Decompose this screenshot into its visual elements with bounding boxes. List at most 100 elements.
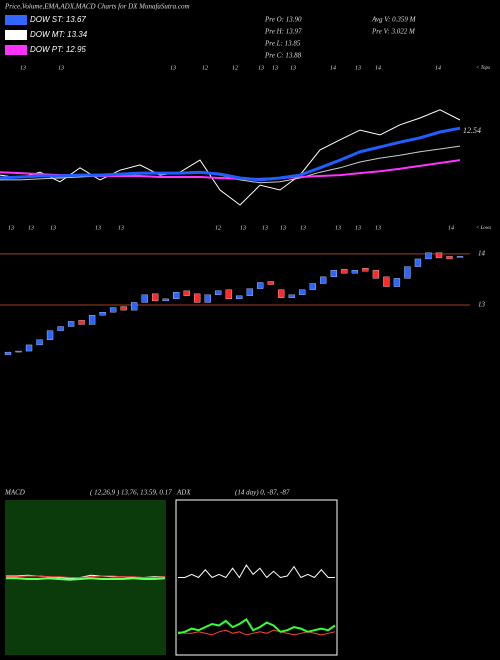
candle (456, 256, 464, 258)
candle (194, 293, 201, 303)
candle (414, 258, 422, 267)
legend-swatch (5, 45, 27, 55)
candle (162, 298, 169, 302)
series-line (6, 575, 166, 578)
series-line (0, 109, 461, 206)
date-label: 12 (215, 225, 221, 231)
candle (109, 307, 117, 313)
volume-label: Avg V: 0.359 M (371, 16, 417, 24)
candle (36, 339, 43, 346)
date-label: 13 (280, 225, 286, 231)
date-label: 13 (50, 225, 56, 231)
date-label: 13 (290, 65, 296, 71)
candle (299, 289, 306, 295)
y-tick-label: 13 (478, 301, 486, 309)
adx-frame (175, 499, 338, 656)
y-tick-label: 14 (478, 249, 486, 257)
date-label: 12 (202, 65, 208, 71)
date-label: 13 (335, 225, 341, 231)
candle (267, 281, 274, 285)
series-line (6, 577, 166, 581)
series-line (0, 126, 461, 182)
date-label: 14 (435, 64, 441, 71)
legend-swatch (5, 15, 27, 25)
volume-label: Pre V: 3.022 M (371, 28, 416, 36)
prev-label: Pre O: 13.90 (264, 16, 302, 24)
date-label: 13 (58, 65, 64, 71)
candle (362, 267, 369, 272)
candle (120, 306, 127, 311)
prev-label: Pre H: 13.97 (264, 28, 302, 36)
candle (330, 270, 338, 278)
prev-label: Pre C: 13.88 (264, 52, 302, 60)
candle (246, 288, 253, 296)
candle (341, 269, 348, 274)
candle (288, 294, 295, 298)
candle (435, 252, 443, 259)
chart-title: Price,Volume,EMA,ADX,MACD Charts for DX … (4, 3, 190, 11)
candle (78, 320, 85, 325)
legend-swatch (5, 30, 27, 40)
date-label: 14 (375, 64, 381, 71)
date-label: 13 (20, 65, 26, 71)
candle (225, 289, 232, 300)
candle (183, 290, 190, 296)
candle (4, 351, 12, 355)
annotation: 12.54 (463, 126, 481, 135)
date-label: 13 (300, 225, 306, 231)
date-label: 13 (355, 225, 361, 231)
candle (88, 315, 96, 325)
date-label: 13 (170, 65, 176, 71)
candle (425, 252, 432, 260)
panel-subtitle: (14 day) 0, -87, -87 (235, 489, 290, 497)
prev-label: Pre L: 13.85 (264, 40, 301, 48)
date-label: 13 (262, 225, 268, 231)
legend-label: DOW ST: 13.67 (30, 15, 86, 24)
candle (204, 294, 211, 303)
date-label: 13 (240, 225, 246, 231)
candle (383, 276, 390, 287)
candle (320, 276, 327, 284)
candle (152, 293, 159, 302)
date-label: 13 (28, 225, 34, 231)
candle (278, 289, 285, 298)
candle (404, 266, 411, 279)
date-label: 13 (375, 225, 381, 231)
candle (215, 290, 222, 295)
date-label: 13 (95, 225, 101, 231)
date-label: 12 (232, 65, 238, 71)
candle (309, 283, 316, 290)
candle (173, 292, 180, 300)
date-label: 14 (448, 224, 454, 231)
series-line (177, 617, 336, 635)
candle (130, 302, 138, 311)
candle (236, 295, 243, 300)
date-label: 13 (8, 225, 14, 231)
candle (67, 321, 75, 327)
date-label: 13 (272, 65, 278, 71)
candle (372, 270, 380, 279)
candle (351, 270, 359, 274)
candle (141, 294, 148, 303)
date-label: 13 (258, 65, 264, 71)
legend-label: DOW PT: 12.95 (30, 45, 86, 54)
lows-label: < Lows (476, 226, 491, 231)
candle (57, 326, 64, 331)
date-label: 13 (118, 225, 124, 231)
candle (46, 330, 54, 340)
panel-subtitle: ( 12,26,9 ) 13.76, 13.59, 0.17 (90, 489, 172, 497)
candle (257, 282, 264, 289)
series-line (178, 564, 335, 579)
candle (99, 312, 106, 316)
panel-title: ADX (176, 489, 191, 497)
panel-title: MACD (4, 489, 25, 497)
candle (25, 344, 33, 352)
tops-label: < Tops (476, 66, 490, 71)
date-label: 14 (330, 64, 336, 71)
legend-label: DOW MT: 13.34 (30, 30, 88, 39)
candle (446, 256, 453, 260)
date-label: 13 (355, 65, 361, 71)
candle (393, 278, 401, 287)
candle (15, 350, 22, 353)
